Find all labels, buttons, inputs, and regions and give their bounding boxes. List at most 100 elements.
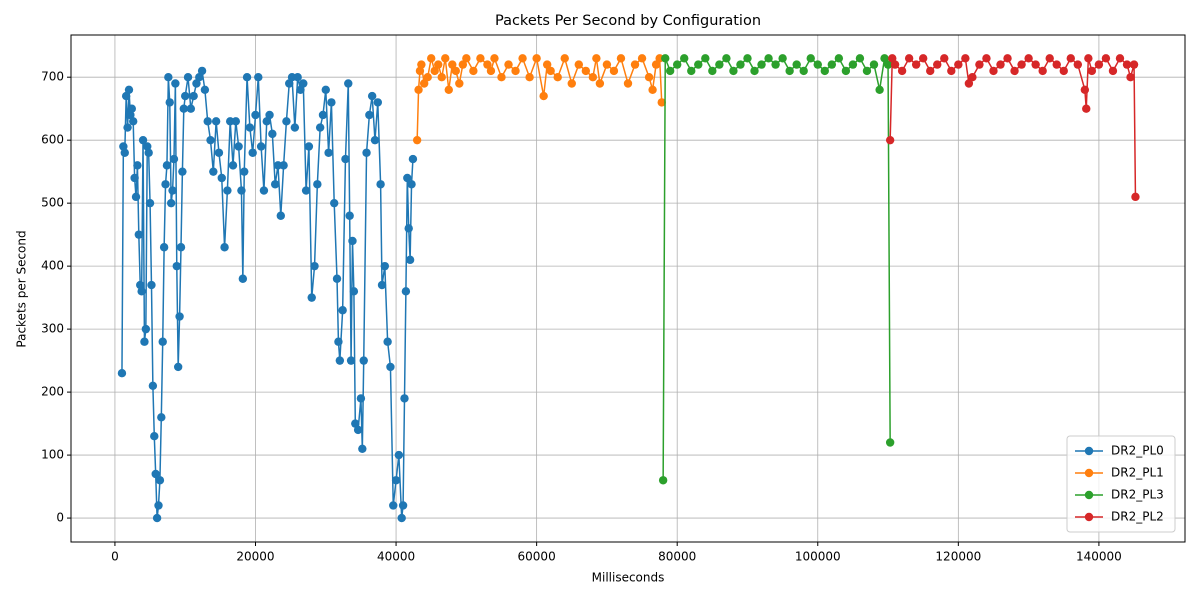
x-axis-label: Milliseconds [592, 571, 665, 585]
data-point [1017, 60, 1026, 69]
data-point [417, 60, 426, 69]
y-tick-label: 100 [41, 448, 64, 462]
data-point [672, 60, 682, 69]
data-point [299, 79, 308, 88]
data-point [148, 381, 158, 391]
data-point [176, 243, 186, 252]
data-point [701, 54, 710, 63]
data-point [412, 135, 422, 145]
data-point [338, 306, 347, 315]
data-point [166, 198, 176, 208]
data-point [806, 54, 815, 63]
data-point [238, 274, 248, 283]
data-point [490, 54, 499, 63]
data-point [138, 135, 148, 145]
data-point [1094, 60, 1104, 69]
data-point [834, 54, 844, 63]
data-point [885, 438, 895, 447]
data-point [192, 79, 201, 88]
data-point [172, 261, 181, 271]
data-point [179, 104, 189, 113]
data-point [144, 148, 153, 157]
data-point [365, 110, 374, 120]
data-point [377, 280, 387, 290]
data-point [324, 148, 333, 157]
data-point [154, 501, 163, 510]
data-point [532, 54, 541, 63]
data-point [330, 198, 339, 208]
data-point [657, 98, 666, 107]
data-point [497, 72, 506, 82]
data-point [1038, 66, 1047, 76]
data-point [940, 54, 949, 63]
data-point [609, 66, 619, 76]
data-point [792, 60, 801, 69]
data-point [799, 66, 808, 76]
data-point [293, 72, 302, 82]
data-point [947, 66, 956, 76]
data-point [890, 60, 900, 69]
data-point [996, 60, 1005, 69]
data-point [181, 91, 190, 101]
data-point [383, 337, 392, 346]
data-point [380, 261, 390, 271]
data-point [143, 142, 152, 151]
data-point [1045, 54, 1054, 63]
data-point [141, 324, 151, 334]
data-point [290, 123, 300, 132]
grid [71, 35, 1185, 542]
data-point [644, 72, 654, 82]
data-point [567, 79, 576, 88]
data-point [404, 224, 413, 233]
data-point [256, 142, 266, 151]
data-point [162, 161, 172, 170]
data-point [137, 287, 146, 296]
data-point [254, 72, 263, 82]
data-point [359, 356, 368, 365]
chart-title: Packets Per Second by Configuration [495, 13, 761, 29]
data-point [203, 117, 212, 126]
data-point [123, 123, 132, 132]
data-point [161, 180, 170, 189]
data-point [332, 274, 342, 283]
legend-box [1066, 435, 1176, 533]
data-point [1059, 66, 1068, 76]
data-point [1108, 66, 1118, 76]
data-point [345, 211, 354, 220]
data-point [173, 362, 183, 372]
data-point [855, 54, 865, 63]
data-point [376, 180, 385, 189]
data-point [262, 117, 271, 126]
data-point [904, 54, 914, 63]
data-point [1129, 60, 1139, 69]
data-point [407, 180, 416, 189]
data-point [270, 180, 280, 189]
data-point [223, 186, 232, 195]
data-point [234, 142, 243, 151]
x-tick-label: 120000 [935, 550, 981, 564]
data-point [820, 66, 829, 76]
data-point [415, 66, 425, 76]
data-point [130, 173, 139, 183]
data-point [358, 444, 367, 453]
data-point [140, 337, 149, 346]
data-point [581, 66, 591, 76]
data-point [961, 54, 970, 63]
data-point [147, 280, 156, 290]
data-point [444, 85, 453, 94]
data-point [318, 110, 328, 120]
data-point [602, 60, 612, 69]
x-tick-label: 60000 [518, 550, 556, 564]
data-point [405, 255, 415, 265]
data-point [158, 337, 167, 346]
data-point [155, 476, 165, 485]
data-point [888, 54, 897, 63]
data-point [862, 66, 872, 76]
data-point [708, 66, 717, 76]
data-point [539, 91, 548, 101]
data-point [231, 117, 241, 126]
data-point [757, 60, 766, 69]
y-tick-label: 0 [56, 511, 64, 525]
data-point [313, 180, 322, 189]
data-point [1087, 66, 1097, 76]
